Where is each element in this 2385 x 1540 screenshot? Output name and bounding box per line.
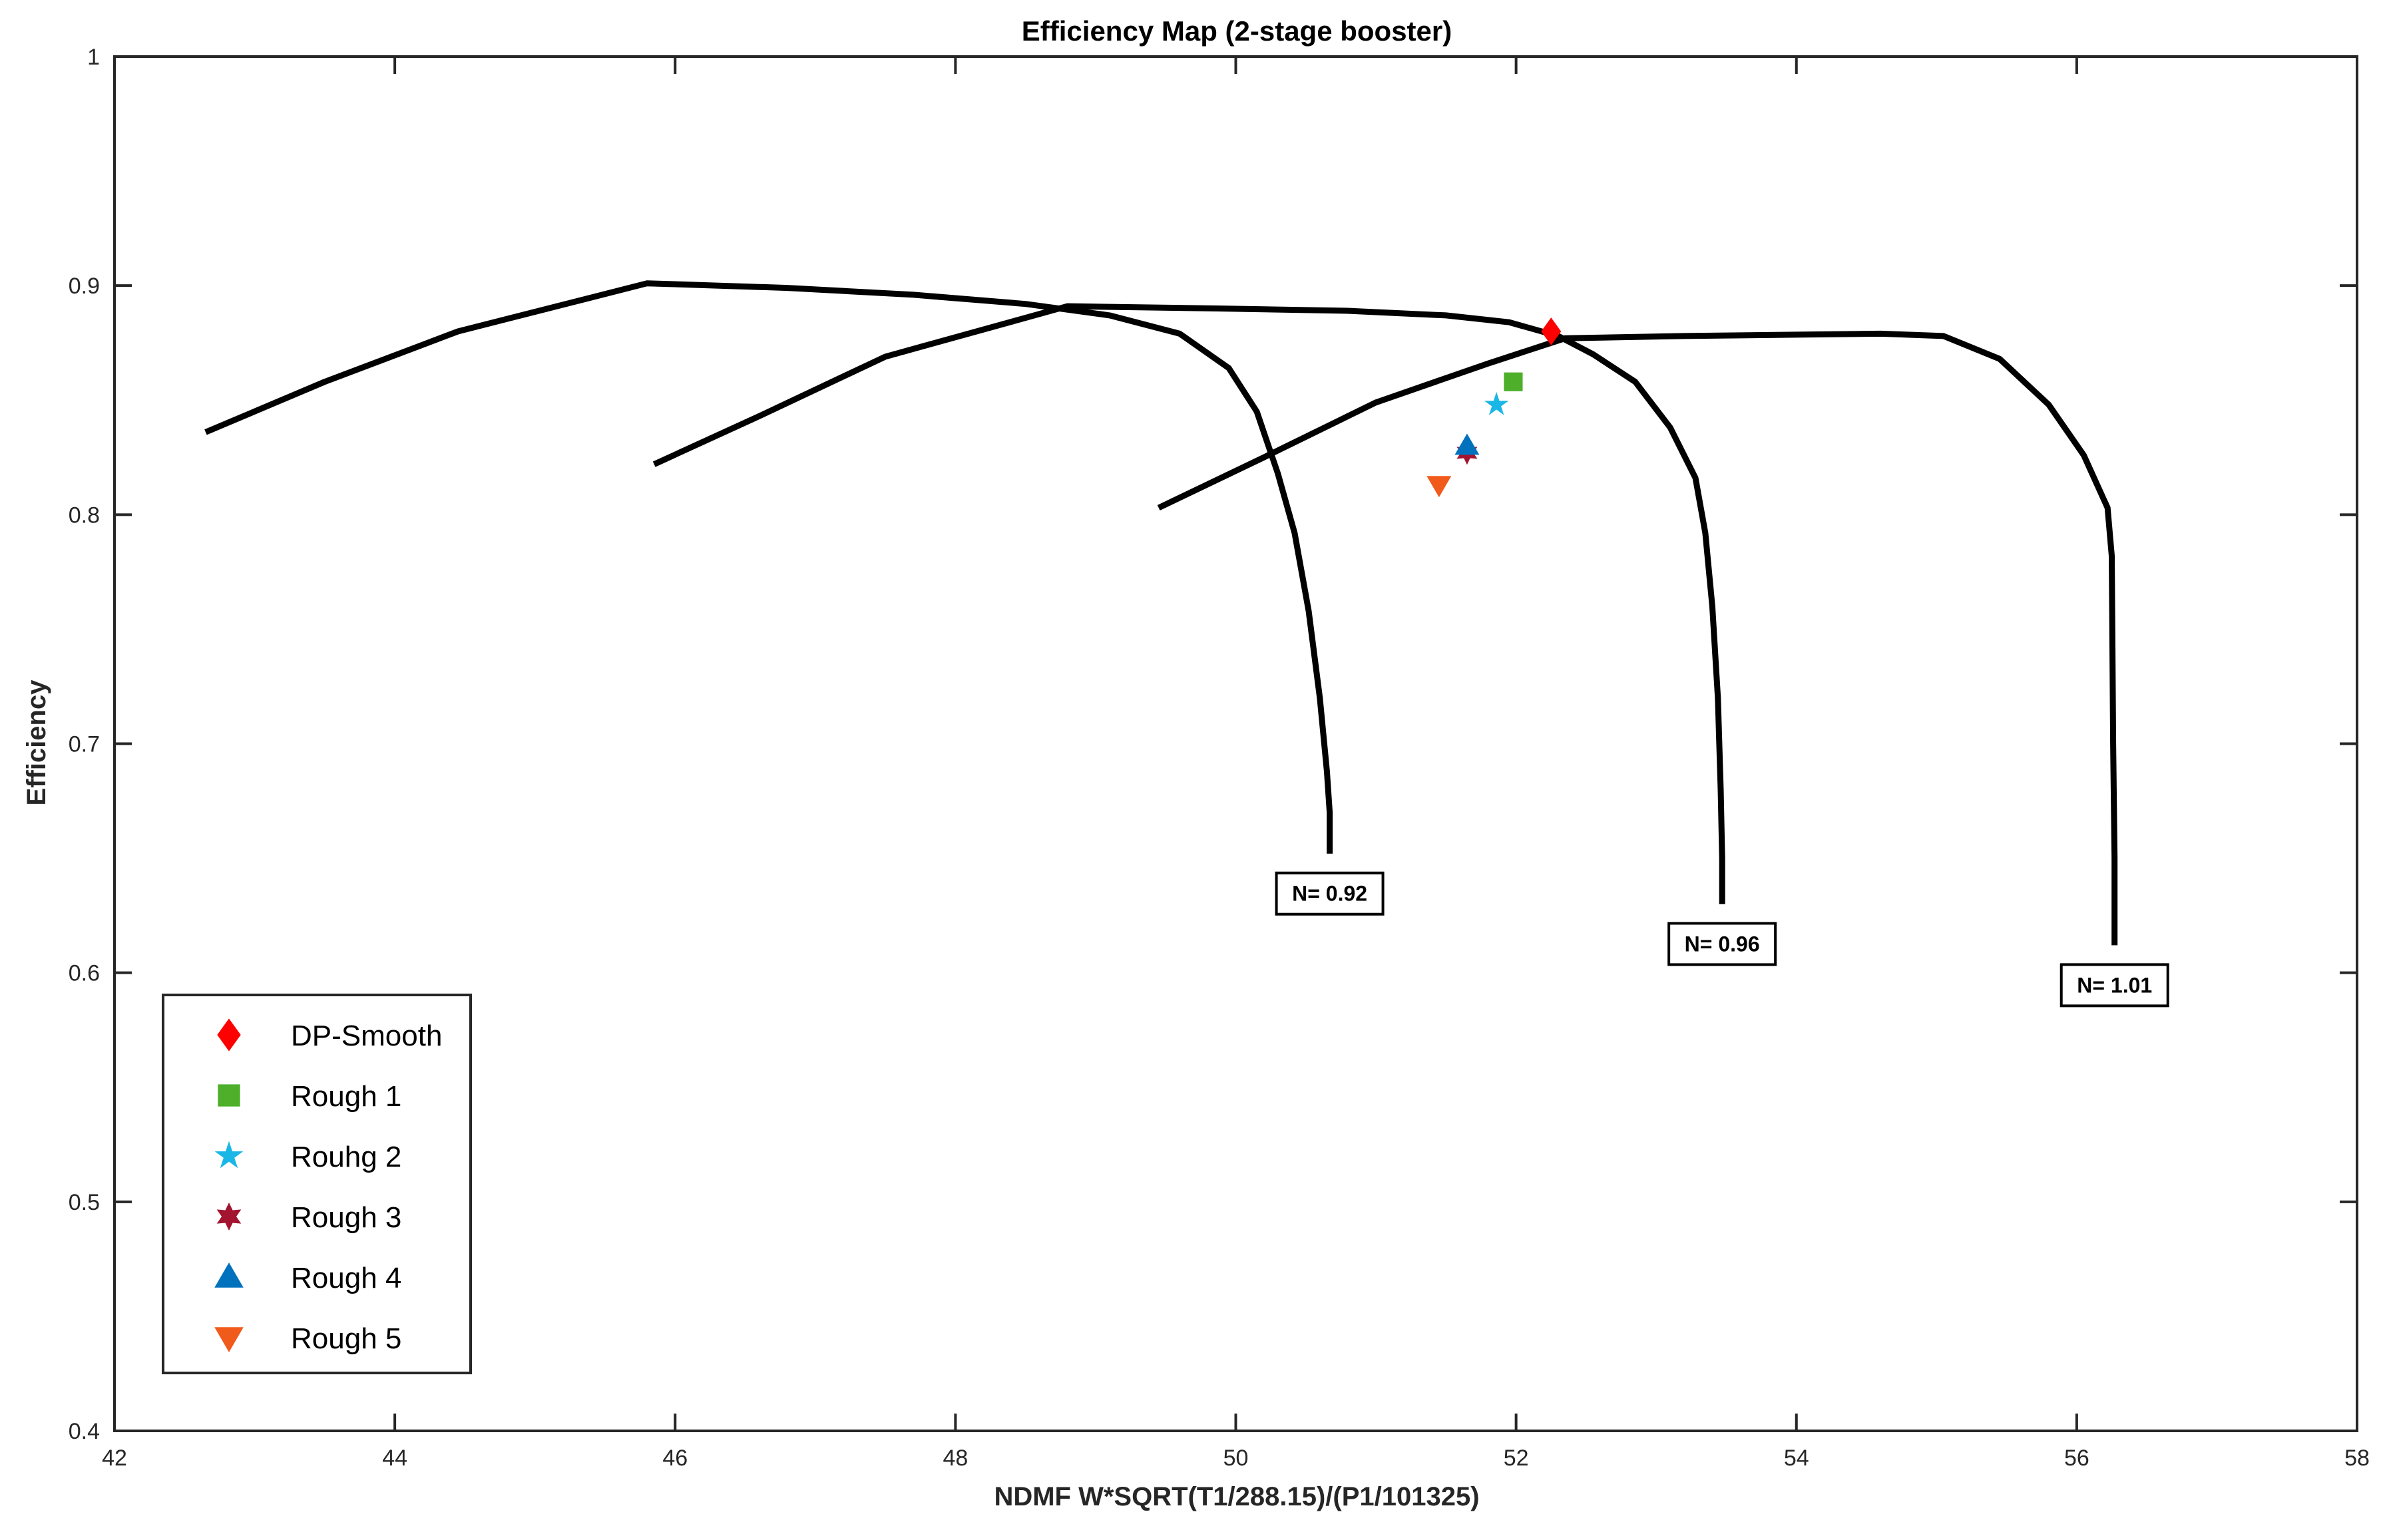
legend-marker-pentagram: [214, 1141, 244, 1169]
legend-label: Rough 5: [291, 1322, 401, 1355]
speed-label-text: N= 0.92: [1292, 882, 1367, 906]
plot-layer: 42 44 46 48 50 52 54 56 58 0.4 0.5 0.6 0.7 0.8 0.9 1 N= …: [69, 45, 2370, 1471]
y-axis-title: Efficiency: [22, 679, 51, 806]
speed-label-1: N= 0.96: [1667, 922, 1777, 966]
speed-label-2: N= 1.01: [2060, 963, 2169, 1008]
y-tick-label: 0.9: [69, 274, 100, 299]
y-tick-label: 0.8: [69, 502, 100, 528]
legend-marker-triangle-down: [214, 1327, 244, 1352]
x-tick-label: 44: [382, 1445, 407, 1471]
x-tick-label: 48: [943, 1445, 968, 1471]
legend-label: Rough 1: [291, 1080, 401, 1113]
x-tick-label: 46: [662, 1445, 688, 1471]
speed-line-1: [652, 303, 1725, 904]
marker-triangle-up: [1454, 433, 1480, 455]
x-tick-label: 54: [1784, 1445, 1809, 1471]
marker-pentagram: [1484, 391, 1509, 415]
legend-entry: Rough 3: [216, 1201, 401, 1234]
y-tick-label: 1: [87, 45, 100, 70]
legend-marker-square: [218, 1084, 240, 1107]
marker-square: [1504, 372, 1523, 391]
legend-entry: Rough 1: [218, 1080, 401, 1113]
x-tick-label: 50: [1223, 1445, 1249, 1471]
legend-marker-triangle-up: [214, 1262, 244, 1288]
legend: DP-Smooth Rough 1 Rouhg 2 Rough 3 Rough 4 Rou…: [162, 994, 472, 1374]
speed-line-2: [1157, 330, 2118, 946]
x-tick-label: 42: [102, 1445, 127, 1471]
speed-label-box: [1667, 922, 1777, 966]
speed-label-text: N= 0.96: [1685, 932, 1760, 956]
x-tick-label: 52: [1504, 1445, 1529, 1471]
y-tick-label: 0.6: [69, 961, 100, 986]
x-tick-label: 56: [2064, 1445, 2089, 1471]
y-tick-label: 0.4: [69, 1419, 100, 1444]
marker-diamond: [1541, 317, 1562, 345]
marker-triangle-down: [1426, 476, 1452, 498]
legend-entry: DP-Smooth: [217, 1018, 442, 1052]
legend-frame: [162, 994, 472, 1374]
legend-label: Rouhg 2: [291, 1141, 401, 1173]
chart-title: Efficiency Map (2-stage booster): [1022, 15, 1452, 47]
legend-label: DP-Smooth: [291, 1020, 442, 1052]
speed-label-box: [1275, 871, 1385, 916]
legend-entry: Rouhg 2: [214, 1141, 401, 1173]
legend-marker-hexagram: [216, 1202, 242, 1231]
legend-label: Rough 4: [291, 1262, 401, 1294]
legend-label: Rough 3: [291, 1201, 401, 1234]
x-tick-label: 58: [2344, 1445, 2370, 1471]
y-tick-label: 0.5: [69, 1190, 100, 1215]
speed-line-0: [204, 280, 1333, 854]
legend-marker-diamond: [217, 1018, 241, 1052]
speed-label-text: N= 1.01: [2077, 973, 2152, 997]
x-axis-title: NDMF W*SQRT(T1/288.15)/(P1/101325): [994, 1482, 1479, 1511]
speed-label-box: [2060, 963, 2169, 1008]
speed-label-0: N= 0.92: [1275, 871, 1385, 916]
legend-entry: Rough 4: [214, 1262, 401, 1294]
legend-entry: Rough 5: [214, 1322, 401, 1355]
y-tick-label: 0.7: [69, 732, 100, 757]
